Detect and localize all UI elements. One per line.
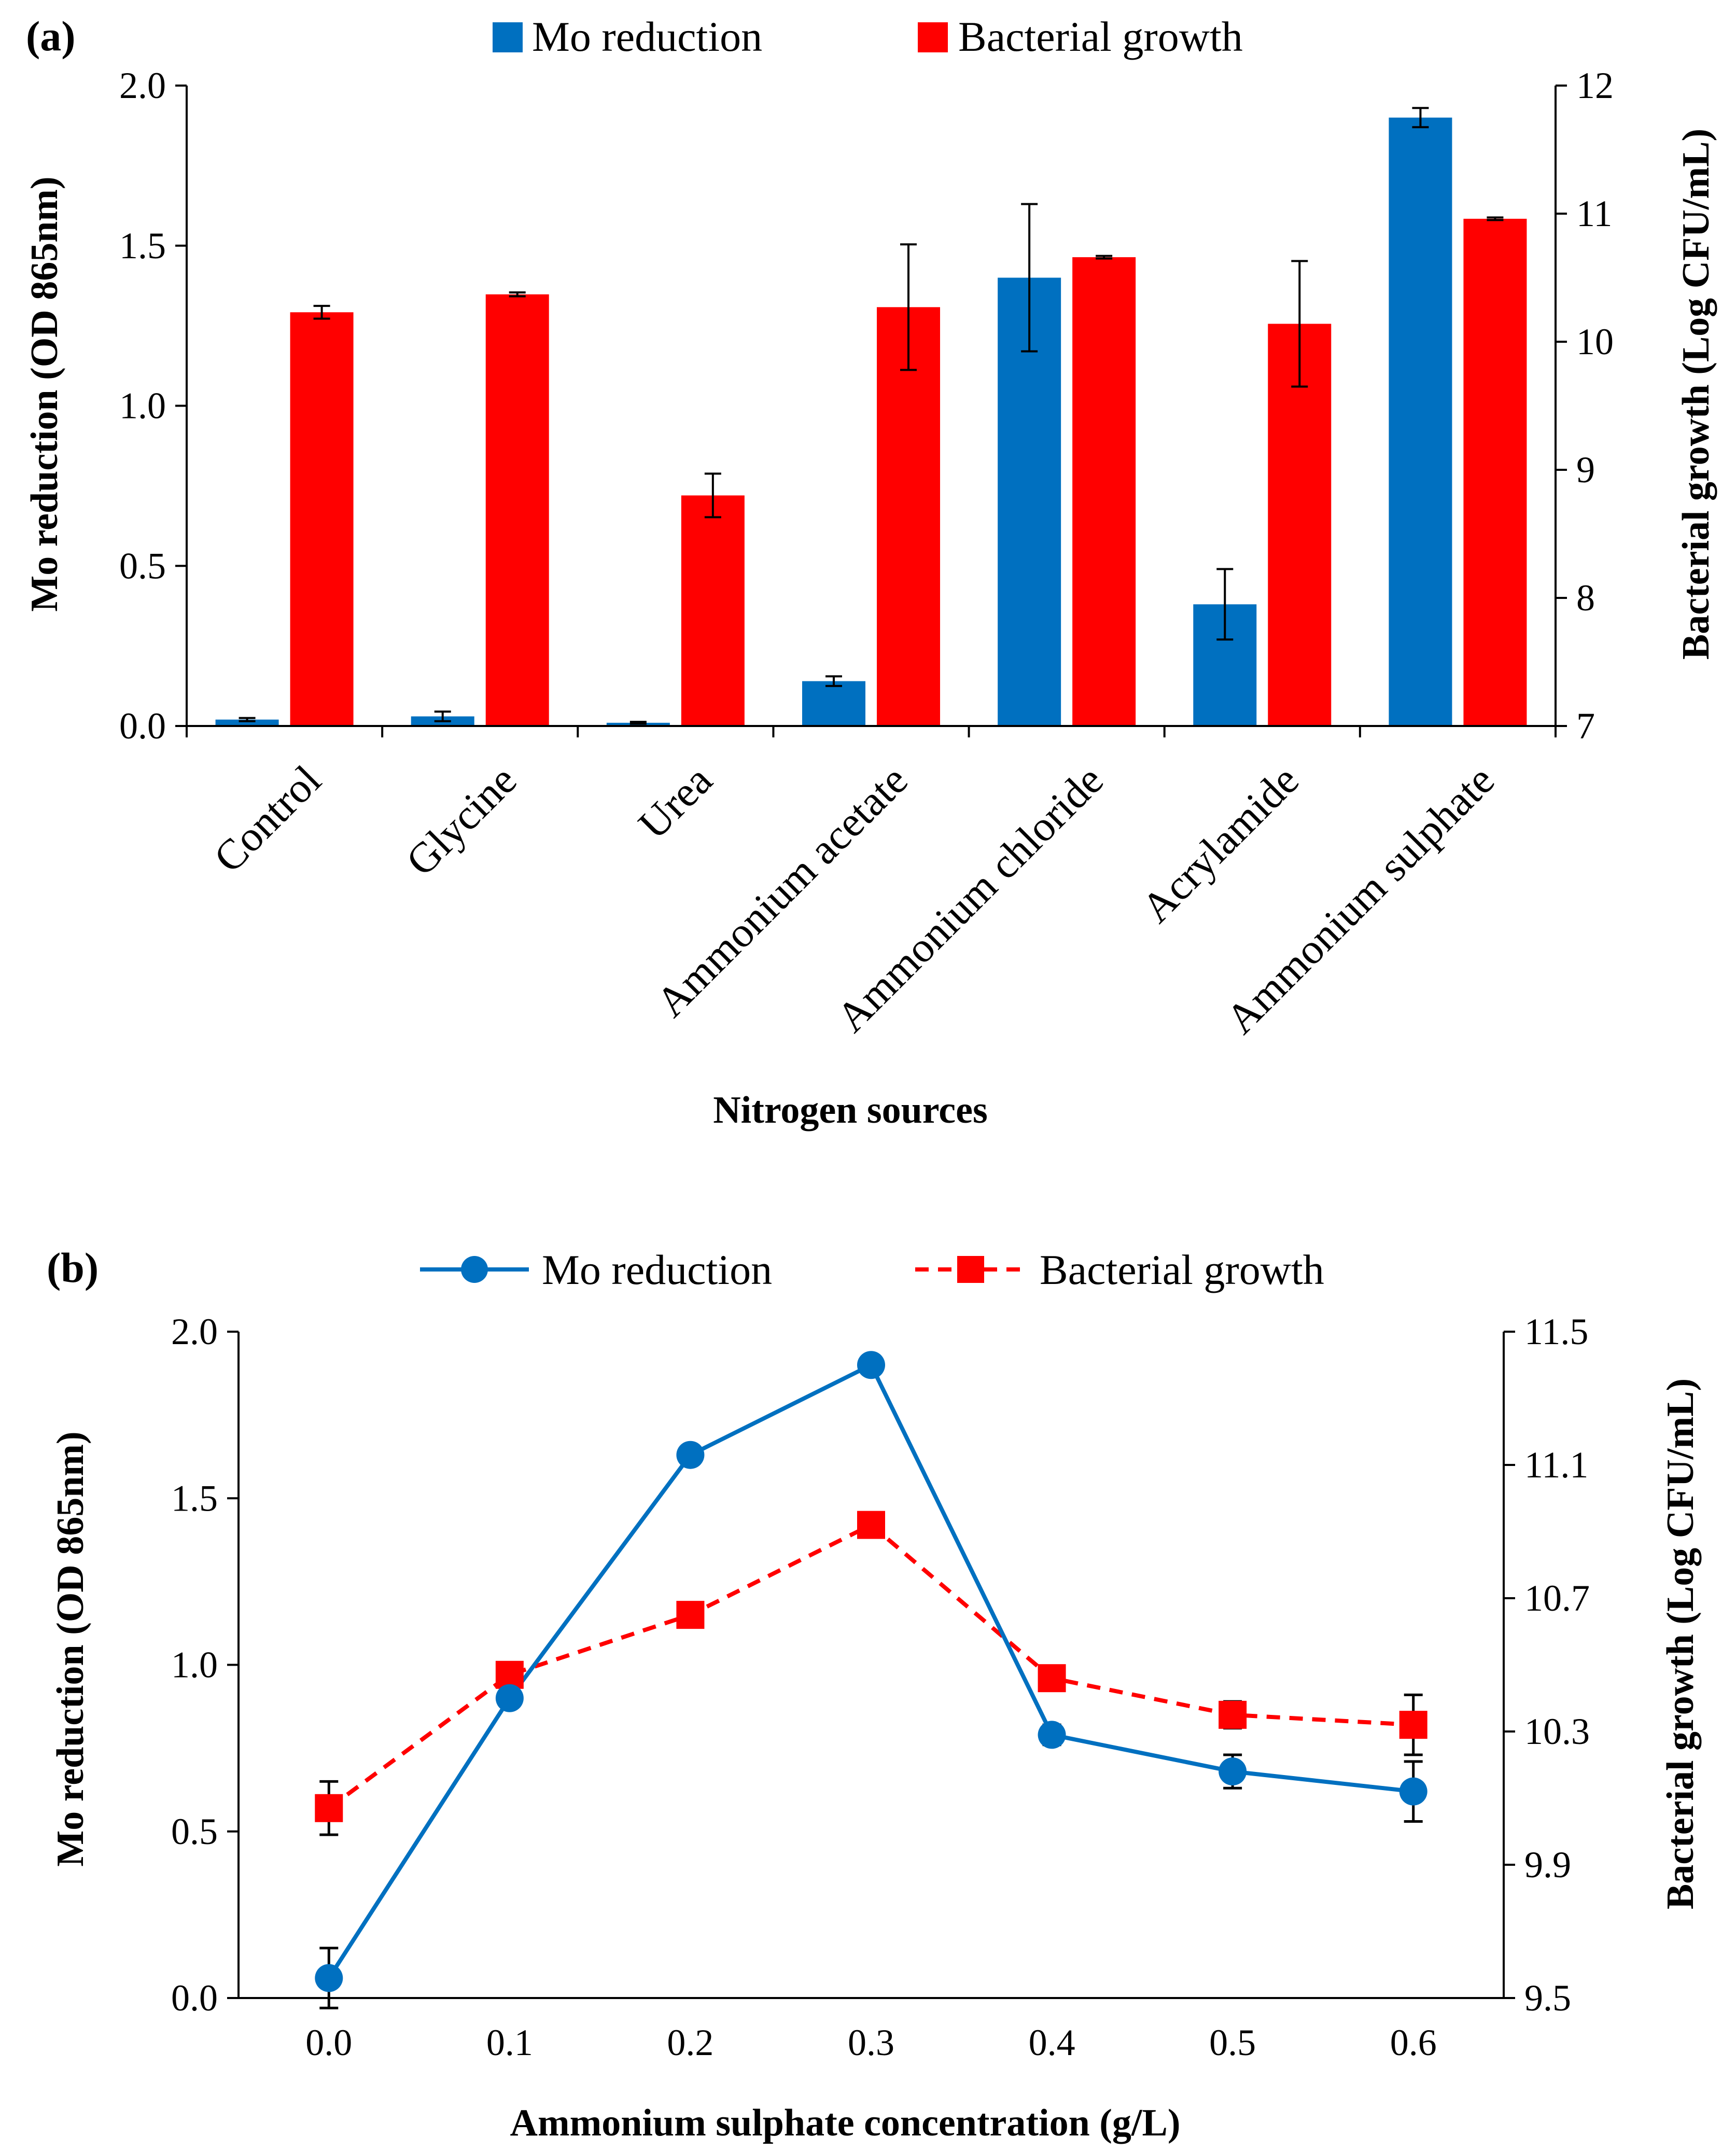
panel-a-bar-mo-reduction	[802, 681, 865, 726]
panel-b-legend-marker-mo	[461, 1256, 488, 1283]
panel-a-y-axis-title: Mo reduction (OD 865nm)	[23, 176, 66, 611]
panel-b-marker-mo-reduction	[1219, 1757, 1247, 1786]
panel-a-y2-axis-title: Bacterial growth (Log CFU/mL)	[1675, 129, 1717, 660]
panel-b-y2-tick-label: 10.7	[1524, 1577, 1590, 1619]
panel-b-y2-tick-label: 10.3	[1524, 1711, 1590, 1752]
panel-a-y-tick-label: 2.0	[119, 65, 166, 106]
panel-a-x-axis-title: Nitrogen sources	[713, 1089, 988, 1132]
panel-a-y2-tick-label: 11	[1576, 193, 1612, 234]
panel-a-y2-tick-label: 12	[1576, 65, 1614, 106]
panel-b-marker-mo-reduction	[857, 1351, 885, 1379]
panel-a-y2-tick-label: 9	[1576, 449, 1595, 491]
panel-b-legend-marker-growth	[957, 1256, 984, 1283]
panel-b-marker-bacterial-growth	[315, 1794, 343, 1822]
panel-a-y-tick-label: 1.0	[119, 385, 166, 427]
panel-b-marker-mo-reduction	[1038, 1721, 1066, 1749]
panel-a-bar-mo-reduction	[215, 719, 279, 726]
panel-b-x-tick-label: 0.3	[848, 2022, 894, 2063]
panel-a-y2-tick-label: 8	[1576, 577, 1595, 619]
panel-b-x-tick-label: 0.0	[305, 2022, 352, 2063]
panel-b-marker-bacterial-growth	[1038, 1664, 1066, 1693]
panel-b-x-tick-label: 0.4	[1029, 2022, 1075, 2063]
panel-b-x-tick-label: 0.1	[486, 2022, 533, 2063]
panel-a-legend-swatch-mo	[493, 22, 523, 52]
panel-a-bar-mo-reduction	[1389, 117, 1452, 726]
panel-a-bar-bacterial-growth	[1268, 324, 1332, 726]
panel-b-y-tick-label: 1.5	[171, 1477, 218, 1519]
panel-b-x-tick-label: 0.5	[1209, 2022, 1256, 2063]
panel-b-marker-bacterial-growth	[676, 1601, 705, 1629]
panel-b-y-tick-label: 0.0	[171, 1977, 218, 2019]
panel-a-bar-bacterial-growth	[1463, 218, 1527, 726]
panel-a-bar-bacterial-growth	[681, 495, 745, 726]
panel-a-bar-bacterial-growth	[485, 294, 549, 726]
panel-a-legend: Mo reduction Bacterial growth	[493, 13, 1243, 60]
panel-b-y-axis-title: Mo reduction (OD 865nm)	[49, 1431, 92, 1866]
panel-b-label: (b)	[47, 1244, 99, 1291]
panel-b-x-axis-title: Ammonium sulphate concentration (g/L)	[510, 2102, 1181, 2144]
panel-b-x-tick-label: 0.2	[667, 2022, 713, 2063]
panel-a-label: (a)	[26, 12, 76, 60]
panel-b-y2-tick-label: 11.1	[1524, 1444, 1588, 1486]
panel-b-y-tick-label: 0.5	[171, 1811, 218, 1852]
panel-b-x-tick-label: 0.6	[1390, 2022, 1437, 2063]
panel-a-bar-mo-reduction	[998, 277, 1061, 726]
panel-b-legend-label-mo: Mo reduction	[542, 1246, 772, 1293]
panel-b-marker-mo-reduction	[676, 1441, 705, 1469]
panel-a-y2-tick-label: 7	[1576, 705, 1595, 747]
panel-a-y2-tick-label: 10	[1576, 321, 1614, 362]
panel-a-legend-swatch-growth	[918, 22, 948, 52]
panel-b-marker-mo-reduction	[1399, 1777, 1427, 1806]
panel-b-legend: Mo reduction Bacterial growth	[420, 1246, 1324, 1293]
panel-a-bar-bacterial-growth	[877, 307, 940, 726]
panel-b-marker-mo-reduction	[495, 1684, 524, 1712]
panel-b-chart: (b) Mo reduction Bacterial growth 0.0 0.5…	[47, 1244, 1702, 2144]
panel-b-marker-bacterial-growth	[1399, 1711, 1427, 1739]
panel-b-marker-bacterial-growth	[857, 1511, 885, 1539]
panel-b-y2-axis-title: Bacterial growth (Log CFU/mL)	[1659, 1378, 1702, 1909]
panel-a-y-tick-label: 0.0	[119, 705, 166, 747]
panel-b-y-tick-label: 2.0	[171, 1311, 218, 1352]
panel-a-legend-label-mo: Mo reduction	[532, 13, 762, 60]
panel-b-y2-tick-label: 11.5	[1524, 1311, 1588, 1352]
panel-b-y2-tick-label: 9.9	[1524, 1844, 1571, 1885]
panel-a-bar-bacterial-growth	[1072, 257, 1136, 727]
panel-b-y2-tick-label: 9.5	[1524, 1977, 1571, 2019]
panel-a-y-tick-label: 1.5	[119, 225, 166, 267]
panel-a-bar-bacterial-growth	[290, 312, 354, 726]
panel-b-y-tick-label: 1.0	[171, 1644, 218, 1686]
panel-b-marker-bacterial-growth	[1219, 1700, 1247, 1729]
panel-b-legend-label-growth: Bacterial growth	[1040, 1246, 1324, 1293]
panel-a-legend-label-growth: Bacterial growth	[958, 13, 1243, 60]
panel-a-y-tick-label: 0.5	[119, 545, 166, 586]
panel-b-marker-mo-reduction	[315, 1964, 343, 1992]
